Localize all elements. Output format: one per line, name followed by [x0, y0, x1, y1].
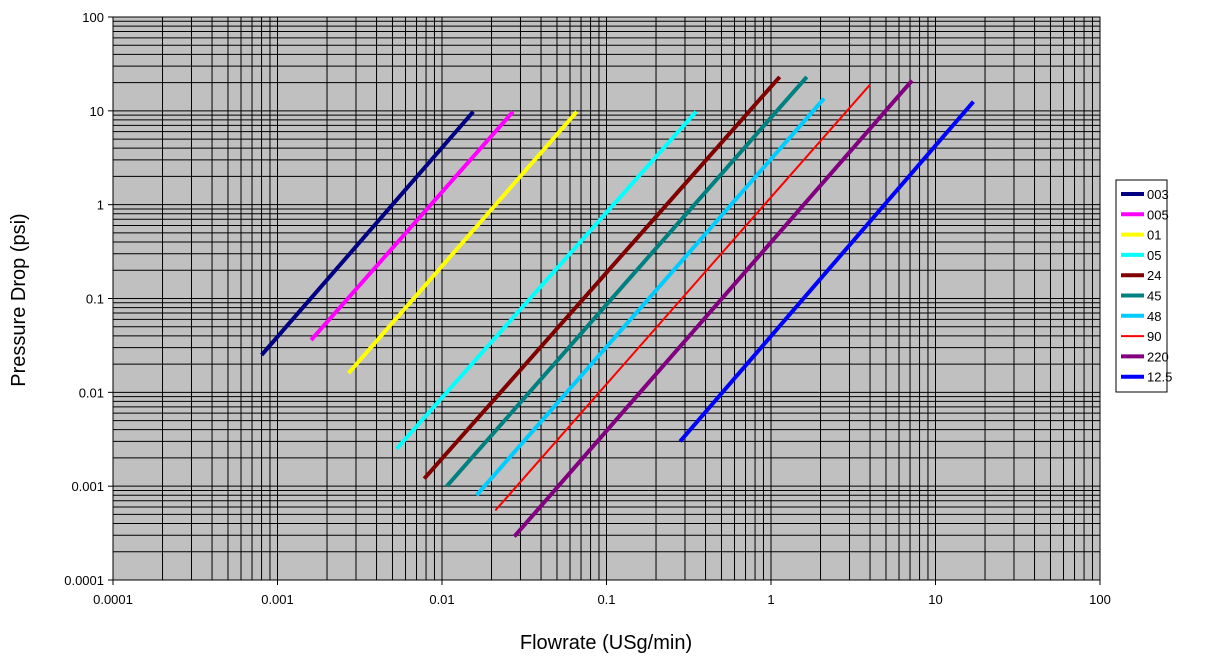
y-tick-label: 0.0001 — [64, 573, 104, 588]
x-tick-label: 0.01 — [429, 592, 454, 607]
x-tick-label: 10 — [928, 592, 942, 607]
y-tick-label: 0.1 — [86, 292, 104, 307]
series-line-220 — [512, 79, 914, 538]
series-line-05 — [395, 110, 698, 451]
legend-label: 12.5 — [1147, 370, 1172, 385]
series-line-45 — [445, 75, 809, 488]
series-line-01 — [346, 110, 579, 375]
series-line-24 — [422, 75, 782, 481]
series-line-90 — [494, 84, 871, 512]
legend-label: 90 — [1147, 329, 1161, 344]
legend-label: 005 — [1147, 207, 1169, 222]
series-line-48 — [474, 97, 826, 497]
series-line-005 — [309, 110, 515, 342]
x-tick-label: 0.1 — [597, 592, 615, 607]
legend-label: 24 — [1147, 268, 1161, 283]
x-tick-label: 0.0001 — [93, 592, 133, 607]
y-tick-label: 100 — [82, 10, 104, 25]
legend-label: 45 — [1147, 289, 1161, 304]
x-tick-label: 0.001 — [261, 592, 294, 607]
legend-label: 01 — [1147, 228, 1161, 243]
legend-label: 003 — [1147, 187, 1169, 202]
x-tick-label: 1 — [767, 592, 774, 607]
legend-label: 05 — [1147, 248, 1161, 263]
y-tick-label: 0.001 — [71, 479, 104, 494]
series-line-12.5 — [678, 100, 975, 443]
legend-label: 220 — [1147, 349, 1169, 364]
y-axis-title: Pressure Drop (psi) — [8, 213, 30, 386]
y-tick-label: 0.01 — [79, 385, 104, 400]
x-axis-ticks: 0.0001 0.001 0.01 0.1 1 10 100 — [93, 580, 1111, 607]
y-tick-label: 1 — [97, 198, 104, 213]
x-axis-title: Flowrate (USg/min) — [520, 632, 692, 654]
legend: 003 005 01 05 24 45 48 90 220 12.5 — [1115, 179, 1172, 393]
y-tick-label: 10 — [90, 104, 104, 119]
x-tick-label: 100 — [1089, 592, 1111, 607]
y-axis-ticks: 0.0001 0.001 0.01 0.1 1 10 100 — [64, 10, 113, 588]
legend-label: 48 — [1147, 309, 1161, 324]
series-line-003 — [260, 110, 475, 357]
series-lines — [260, 75, 975, 538]
